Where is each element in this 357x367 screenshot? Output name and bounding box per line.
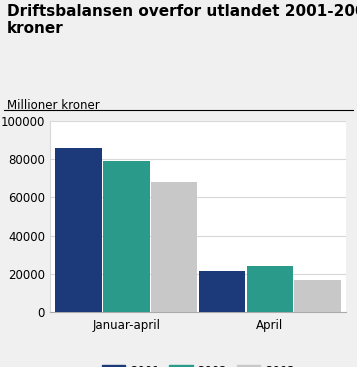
Bar <box>103 161 150 312</box>
Bar <box>55 148 102 312</box>
Text: Driftsbalansen overfor utlandet 2001-2003. Million
kroner: Driftsbalansen overfor utlandet 2001-200… <box>7 4 357 36</box>
Bar <box>295 280 341 312</box>
Bar <box>199 271 245 312</box>
Legend: 2001, 2002, 2003: 2001, 2002, 2003 <box>97 360 300 367</box>
Bar <box>247 266 293 312</box>
Bar <box>151 182 197 312</box>
Text: Millioner kroner: Millioner kroner <box>7 99 100 112</box>
